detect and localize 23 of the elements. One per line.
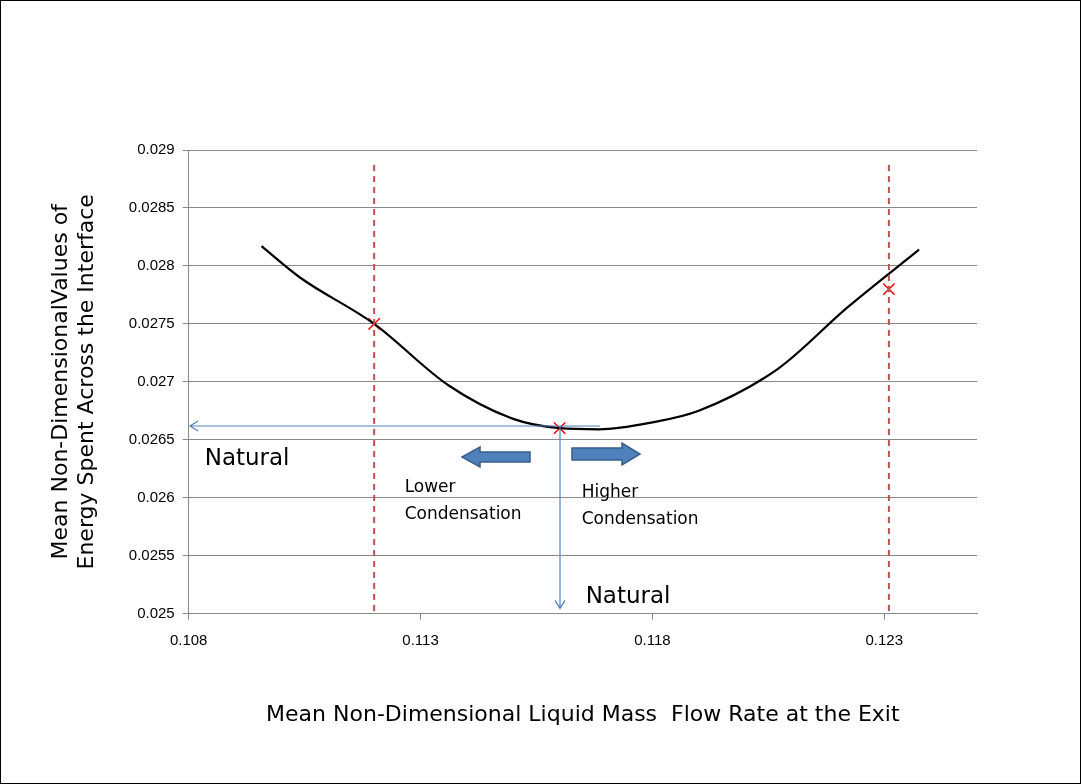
- x-tick-label: 0.123: [865, 630, 904, 648]
- x-tick-label: 0.118: [634, 630, 671, 648]
- point: [367, 317, 381, 331]
- x-tick-label: 0.113: [402, 630, 439, 648]
- annotation: Lower Condensation: [404, 475, 522, 526]
- y-tick-label: 0.027: [137, 371, 175, 389]
- x-tick-label: 0.108: [169, 630, 208, 648]
- x-axis-title: Mean Non-Dimensional Liquid Mass Flow Rate at the Exit: [266, 700, 900, 726]
- y-tick-label: 0.028: [137, 256, 175, 274]
- y-tick-label: 0.029: [137, 140, 175, 158]
- y-tick-label: 0.0285: [128, 198, 175, 216]
- line-series: [260, 245, 921, 431]
- y-axis-title: Mean Non-DimensionalValues of Energy Spent Across the Interface: [46, 194, 99, 570]
- annotation: Natural: [204, 442, 290, 472]
- annotation: Higher Condensation: [581, 480, 699, 531]
- y-tick-label: 0.025: [137, 603, 175, 621]
- y-tick-label: 0.0255: [128, 545, 175, 563]
- y-tick-label: 0.026: [137, 487, 175, 505]
- annotation: Natural: [585, 581, 671, 611]
- point: [553, 421, 567, 435]
- point: [882, 282, 896, 296]
- y-tick-label: 0.0265: [128, 429, 175, 447]
- y-tick-label: 0.0275: [128, 313, 175, 331]
